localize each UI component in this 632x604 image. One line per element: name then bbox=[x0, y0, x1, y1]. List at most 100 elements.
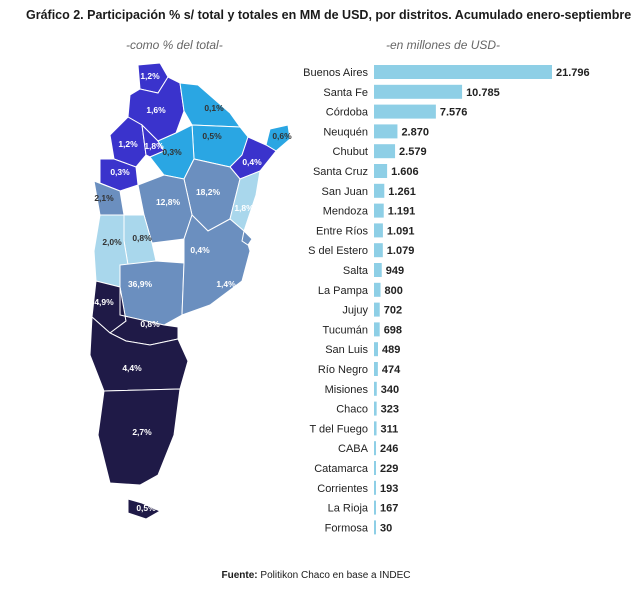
bar bbox=[374, 104, 436, 119]
value-label: 489 bbox=[382, 344, 400, 356]
value-label: 1.079 bbox=[387, 245, 415, 257]
region-label: 0,4% bbox=[242, 157, 262, 167]
region-label: 2,1% bbox=[94, 193, 114, 203]
category-label: Formosa bbox=[325, 522, 369, 534]
value-label: 21.796 bbox=[556, 67, 590, 79]
region-label: 0,5% bbox=[202, 131, 222, 141]
category-label: Chubut bbox=[333, 146, 368, 158]
value-label: 229 bbox=[380, 463, 398, 475]
category-label: Neuquén bbox=[323, 126, 368, 138]
region-santacruz bbox=[97, 388, 181, 486]
bar bbox=[374, 282, 381, 297]
bar bbox=[374, 203, 384, 218]
region-label: 4,4% bbox=[122, 363, 142, 373]
bar bbox=[374, 65, 552, 79]
value-label: 323 bbox=[381, 404, 399, 416]
region-label: 4,9% bbox=[94, 297, 114, 307]
category-label: Córdoba bbox=[326, 107, 369, 119]
region-label: 0,3% bbox=[110, 167, 130, 177]
category-label: La Pampa bbox=[318, 285, 369, 297]
value-label: 800 bbox=[385, 285, 403, 297]
bar bbox=[374, 243, 383, 258]
category-label: Mendoza bbox=[323, 206, 369, 218]
region-label: 0,8% bbox=[132, 233, 152, 243]
map-subtitle: -como % del total- bbox=[126, 38, 223, 52]
category-label: S del Estero bbox=[308, 245, 368, 257]
bar bbox=[374, 381, 377, 396]
source-note: Fuente: Politikon Chaco en base a INDEC bbox=[221, 570, 411, 581]
region-label: 0,5% bbox=[136, 503, 156, 513]
category-label: Salta bbox=[343, 265, 369, 277]
region-label: 1,8% bbox=[234, 203, 254, 213]
category-label: T del Fuego bbox=[309, 423, 368, 435]
bar bbox=[374, 183, 385, 198]
bar bbox=[374, 164, 388, 178]
category-label: San Juan bbox=[322, 186, 368, 198]
category-label: Entre Ríos bbox=[316, 225, 368, 237]
bar bbox=[374, 480, 376, 495]
value-label: 698 bbox=[384, 324, 402, 336]
bars-subtitle: -en millones de USD- bbox=[386, 38, 501, 52]
category-label: Buenos Aires bbox=[303, 67, 368, 79]
bar bbox=[374, 401, 377, 416]
region-caba bbox=[241, 229, 253, 246]
region-label: 0,1% bbox=[204, 103, 224, 113]
region-label: 0,8% bbox=[140, 319, 160, 329]
value-label: 7.576 bbox=[440, 107, 468, 119]
bar bbox=[374, 84, 463, 99]
bar bbox=[374, 302, 380, 317]
region-tdelfuego bbox=[127, 498, 162, 520]
value-label: 10.785 bbox=[466, 87, 500, 99]
bar bbox=[374, 441, 377, 456]
value-label: 30 bbox=[380, 522, 392, 534]
value-label: 702 bbox=[384, 305, 402, 317]
category-label: CABA bbox=[338, 443, 369, 455]
category-label: Misiones bbox=[325, 384, 369, 396]
category-label: Santa Fe bbox=[323, 87, 368, 99]
category-label: Río Negro bbox=[318, 364, 368, 376]
bar bbox=[374, 263, 382, 277]
category-label: Santa Cruz bbox=[313, 166, 368, 178]
region-label: 1,4% bbox=[216, 279, 236, 289]
category-label: Catamarca bbox=[314, 463, 369, 475]
region-label: 1,2% bbox=[140, 71, 160, 81]
bar bbox=[374, 322, 380, 337]
region-label: 1,6% bbox=[146, 105, 166, 115]
value-label: 474 bbox=[382, 364, 401, 376]
bar bbox=[374, 342, 378, 357]
region-label: 2,0% bbox=[102, 237, 122, 247]
chart-title: Gráfico 2. Participación % s/ total y to… bbox=[26, 8, 632, 22]
value-label: 311 bbox=[381, 423, 399, 435]
region-label: 0,4% bbox=[190, 245, 210, 255]
value-label: 1.261 bbox=[388, 186, 416, 198]
region-chubut bbox=[89, 315, 189, 392]
value-label: 246 bbox=[380, 443, 398, 455]
value-label: 1.191 bbox=[388, 206, 416, 218]
bar bbox=[374, 362, 378, 376]
region-label: 12,8% bbox=[156, 197, 181, 207]
value-label: 949 bbox=[386, 265, 404, 277]
value-label: 1.091 bbox=[387, 225, 415, 237]
value-label: 193 bbox=[380, 483, 398, 495]
bar bbox=[374, 124, 398, 139]
bar bbox=[374, 421, 377, 436]
bar bbox=[374, 520, 376, 535]
region-label: 18,2% bbox=[196, 187, 221, 197]
region-label: 1,8% bbox=[144, 141, 164, 151]
region-misiones bbox=[265, 124, 291, 152]
category-label: La Rioja bbox=[328, 503, 369, 515]
region-label: 0,6% bbox=[272, 131, 292, 141]
value-label: 1.606 bbox=[391, 166, 419, 178]
bar bbox=[374, 144, 396, 159]
category-label: San Luis bbox=[325, 344, 368, 356]
region-label: 2,7% bbox=[132, 427, 152, 437]
value-label: 340 bbox=[381, 384, 399, 396]
category-label: Corrientes bbox=[317, 483, 368, 495]
category-label: Chaco bbox=[336, 404, 368, 416]
value-label: 2.579 bbox=[399, 146, 427, 158]
category-label: Tucumán bbox=[323, 324, 368, 336]
argentina-map: 1,2%1,6% 0,1%0,5% 0,6%0,4%1,2% 1,8%0,3%0,3%… bbox=[89, 62, 292, 520]
region-label: 36,9% bbox=[128, 279, 153, 289]
bar bbox=[374, 223, 383, 238]
